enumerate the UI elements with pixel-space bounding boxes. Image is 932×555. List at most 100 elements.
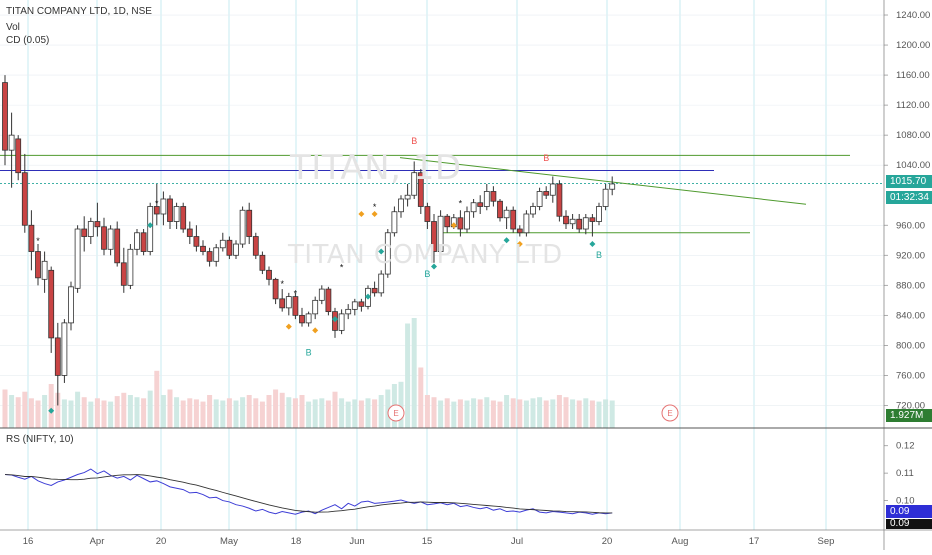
candle-body: [569, 218, 576, 225]
volume-bar: [431, 397, 437, 428]
candle-body: [497, 200, 503, 219]
volume-bar: [226, 398, 232, 428]
volume-bar: [22, 391, 28, 428]
volume-bar: [596, 401, 602, 428]
signal-star-marker[interactable]: *: [155, 198, 159, 208]
volume-bar: [160, 395, 166, 428]
signal-star-marker[interactable]: *: [459, 198, 463, 208]
volume-bar: [490, 400, 496, 428]
time-tick-label: Apr: [90, 536, 105, 547]
signal-diamond-marker[interactable]: [431, 263, 437, 270]
signal-star-marker[interactable]: *: [294, 289, 298, 299]
volume-bar: [510, 398, 516, 428]
candle-body: [305, 313, 312, 324]
volume-bar: [193, 399, 199, 428]
signal-diamond-marker[interactable]: [450, 222, 457, 229]
time-tick-label: 17: [749, 536, 760, 547]
candle-body: [490, 191, 497, 202]
candle-body: [94, 221, 101, 228]
price-tick-label: 960.00: [896, 220, 925, 231]
signal-b-marker[interactable]: B: [306, 348, 312, 358]
candle-body: [325, 288, 332, 313]
volume-bar: [48, 384, 54, 428]
time-tick-label: Jul: [511, 536, 523, 547]
rs-tick-label: 0.10: [896, 496, 915, 507]
signal-diamond-marker[interactable]: [503, 237, 510, 244]
candle-body: [81, 228, 88, 237]
rs-indicator-label[interactable]: RS (NIFTY, 10): [6, 434, 74, 445]
candle-body: [61, 322, 68, 376]
candle-body: [431, 221, 437, 252]
signal-b-marker[interactable]: B: [424, 269, 430, 279]
signal-b-marker[interactable]: B: [543, 153, 549, 163]
signal-diamond-marker[interactable]: [589, 241, 596, 248]
earnings-event-label: E: [393, 409, 398, 418]
descending-trendline[interactable]: [399, 157, 807, 205]
time-tick-label: 20: [156, 536, 167, 547]
price-tick-label: 920.00: [896, 250, 925, 261]
signal-b-marker[interactable]: B: [596, 250, 602, 260]
volume-bar: [279, 392, 285, 428]
candle-body: [483, 191, 490, 207]
earnings-event-marker[interactable]: [387, 404, 405, 422]
signal-diamond-marker[interactable]: [371, 211, 378, 217]
volume-bar: [398, 381, 404, 428]
volume-bar: [259, 401, 265, 428]
signal-diamond-marker[interactable]: [332, 316, 338, 323]
volume-bar: [319, 398, 325, 428]
signal-star-marker[interactable]: *: [373, 202, 377, 212]
volume-bar: [556, 395, 562, 428]
candle-body: [378, 273, 385, 294]
indicator-cd-label[interactable]: CD (0.05): [6, 35, 50, 46]
price-tick-label: 1160.00: [896, 70, 930, 81]
volume-bar: [418, 367, 424, 428]
candle-body: [358, 301, 365, 307]
signal-diamond-marker[interactable]: [365, 293, 371, 300]
rs-series-line[interactable]: [4, 468, 613, 515]
volume-bar: [451, 401, 457, 428]
candle-body: [160, 198, 167, 215]
volume-bar: [240, 397, 246, 428]
volume-bar: [88, 401, 94, 428]
candle-body: [563, 215, 569, 225]
volume-bar: [570, 399, 576, 428]
signal-star-marker[interactable]: *: [36, 236, 40, 246]
candle-body: [114, 228, 121, 264]
candle-body: [186, 228, 193, 237]
countdown-tag: 01:32:34: [886, 191, 932, 204]
volume-bar: [325, 400, 331, 428]
candle-body: [153, 206, 160, 215]
signal-diamond-marker[interactable]: [312, 327, 319, 334]
signal-diamond-marker[interactable]: [48, 407, 55, 414]
volume-bar: [207, 395, 213, 428]
candle-body: [464, 211, 470, 230]
signal-diamond-marker[interactable]: [378, 248, 385, 255]
rs-moving-average-line[interactable]: [4, 474, 613, 514]
volume-bar: [589, 400, 595, 428]
signal-diamond-marker[interactable]: [358, 211, 365, 217]
candle-body: [470, 202, 477, 213]
volume-bar: [246, 395, 252, 428]
signal-star-marker[interactable]: *: [280, 279, 284, 289]
earnings-event-marker[interactable]: [661, 404, 679, 422]
volume-bar: [583, 398, 589, 428]
signal-star-marker[interactable]: *: [340, 262, 344, 272]
candle-body: [252, 236, 259, 256]
indicator-volume-label[interactable]: Vol: [6, 22, 20, 33]
volume-bar: [352, 399, 358, 428]
volume-bar: [286, 397, 292, 428]
signal-diamond-marker[interactable]: [516, 241, 523, 248]
volume-bar: [141, 398, 147, 428]
signal-b-marker[interactable]: B: [411, 136, 417, 146]
signal-diamond-marker[interactable]: [285, 323, 292, 330]
time-tick-label: 16: [23, 536, 34, 547]
volume-bar: [187, 398, 193, 428]
price-tick-label: 800.00: [896, 340, 925, 351]
volume-bar: [94, 398, 100, 428]
candle-body: [285, 296, 292, 309]
candle-body: [609, 183, 616, 190]
candle-body: [299, 314, 305, 324]
signal-diamond-marker[interactable]: [147, 222, 154, 229]
time-tick-label: 15: [422, 536, 433, 547]
